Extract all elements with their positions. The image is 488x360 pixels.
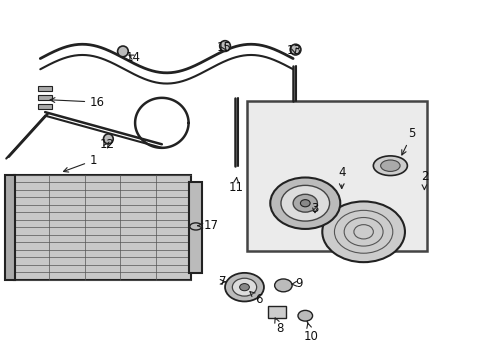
Circle shape (292, 194, 317, 212)
Text: 15: 15 (216, 41, 231, 54)
Bar (14, 175, 191, 280)
Text: 8: 8 (274, 318, 283, 335)
Text: 17: 17 (198, 219, 219, 232)
Text: 9: 9 (291, 277, 303, 290)
Ellipse shape (289, 44, 300, 55)
Ellipse shape (103, 134, 113, 144)
Ellipse shape (219, 41, 230, 51)
Text: 13: 13 (286, 44, 302, 57)
Bar (267, 306, 286, 318)
Text: 5: 5 (401, 127, 415, 155)
Text: 2: 2 (420, 170, 427, 189)
Circle shape (239, 284, 249, 291)
Circle shape (322, 202, 404, 262)
Text: 11: 11 (228, 177, 243, 194)
Bar (246, 102, 426, 251)
Circle shape (274, 279, 291, 292)
Circle shape (297, 310, 312, 321)
Bar (188, 182, 202, 273)
Circle shape (224, 273, 264, 301)
Ellipse shape (189, 223, 202, 230)
Circle shape (281, 185, 329, 221)
Bar (38, 104, 52, 109)
Ellipse shape (372, 156, 407, 176)
Text: 6: 6 (249, 292, 262, 306)
Circle shape (232, 278, 256, 296)
Ellipse shape (117, 46, 128, 57)
Text: 12: 12 (100, 138, 115, 151)
Text: 16: 16 (50, 96, 105, 109)
Text: 1: 1 (63, 154, 97, 172)
Text: 4: 4 (337, 166, 345, 189)
Bar (38, 86, 52, 91)
Circle shape (270, 177, 340, 229)
Bar (5, 175, 16, 280)
Bar (38, 95, 52, 100)
Ellipse shape (380, 160, 399, 171)
Circle shape (300, 200, 309, 207)
Text: 3: 3 (311, 202, 318, 215)
Text: 10: 10 (304, 323, 318, 343)
Text: 7: 7 (219, 275, 226, 288)
Text: 14: 14 (126, 51, 141, 64)
